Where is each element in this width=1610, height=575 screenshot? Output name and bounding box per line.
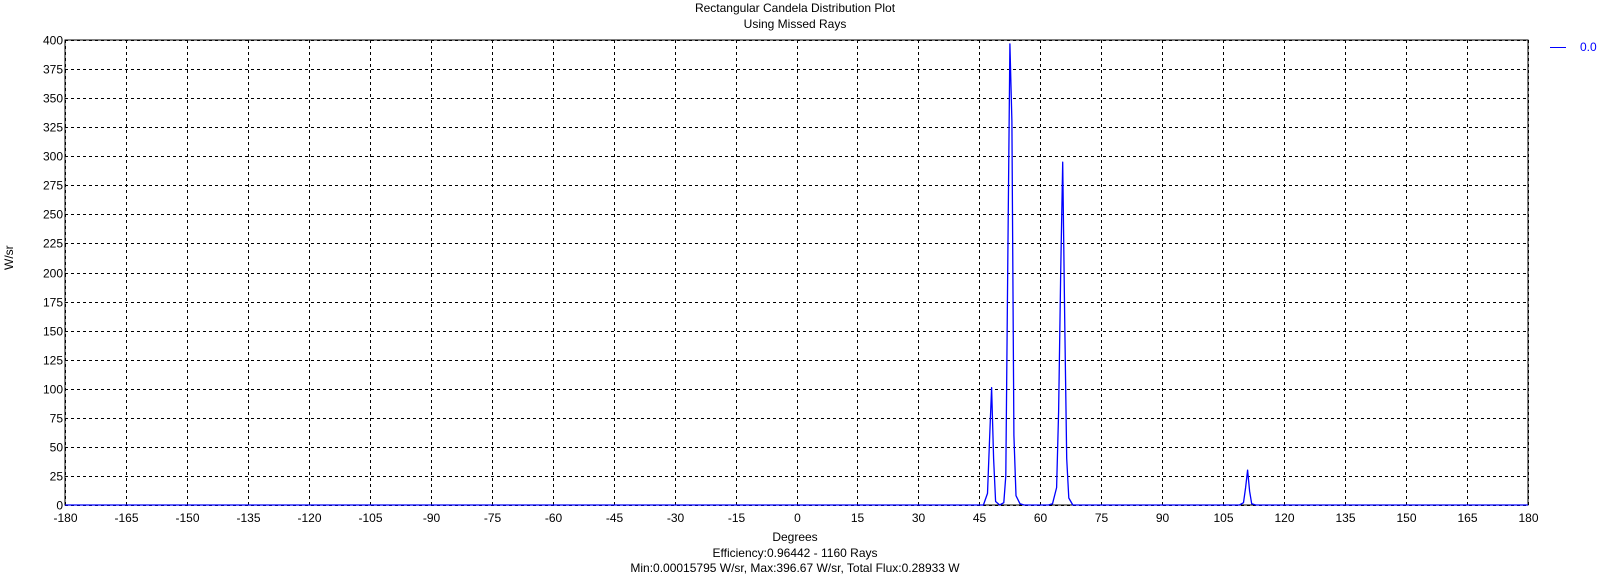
y-tick-label: 150 [43,325,63,339]
x-tick-label: -105 [358,511,382,525]
x-tick-label: 165 [1457,511,1477,525]
legend-label: 0.0 [1580,40,1597,54]
x-tick-label: 150 [1396,511,1416,525]
y-tick-label: 75 [50,412,64,426]
x-axis-label: Degrees [772,530,818,544]
x-tick-label: 105 [1213,511,1233,525]
x-tick-label: 15 [851,511,865,525]
x-tick-label: 75 [1095,511,1109,525]
grid [64,39,1529,506]
x-tick-label: 120 [1274,511,1294,525]
chart-subtitle: Using Missed Rays [743,17,847,31]
x-tick-label: -180 [53,511,77,525]
x-tick-label: -30 [667,511,685,525]
x-tick-label: 0 [794,511,801,525]
y-tick-label: 125 [43,354,63,368]
y-tick-label: 50 [50,441,64,455]
x-tick-label: 135 [1335,511,1355,525]
y-tick-label: 200 [43,267,63,281]
y-tick-label: 100 [43,383,63,397]
series-layer [65,43,1528,506]
legend: 0.0 [1550,40,1597,54]
chart-title: Rectangular Candela Distribution Plot [694,1,896,15]
series-line [65,43,1528,506]
y-tick-label: 250 [43,208,63,222]
x-tick-label: -165 [114,511,138,525]
x-tick-label: 180 [1518,511,1538,525]
y-tick-label: 0 [56,499,63,513]
x-tick-label: -150 [175,511,199,525]
y-tick-label: 350 [43,92,63,106]
tick-labels: -180 -165 -150 -135 -120 -105 -90 -75 -60 -45 -30-… [43,34,1539,526]
x-tick-label: -45 [606,511,624,525]
y-tick-label: 25 [50,470,64,484]
x-tick-label: 90 [1156,511,1170,525]
y-tick-label: 300 [43,150,63,164]
y-tick-label: 275 [43,179,63,193]
y-tick-label: 375 [43,63,63,77]
legend-swatch [1550,47,1566,49]
x-tick-label: -90 [423,511,441,525]
y-tick-label: 175 [43,296,63,310]
y-tick-label: 400 [43,34,63,48]
y-tick-label: 225 [43,237,63,251]
x-tick-label: 45 [973,511,987,525]
x-tick-label: -75 [484,511,502,525]
x-tick-label: 60 [1034,511,1048,525]
x-tick-label: -15 [728,511,746,525]
x-tick-label: 30 [912,511,926,525]
plot-frame [64,39,1529,506]
x-tick-label: -60 [545,511,563,525]
flux-stats-text: Min:0.00015795 W/sr, Max:396.67 W/sr, To… [630,561,960,575]
x-tick-label: -135 [236,511,260,525]
x-tick-label: -120 [297,511,321,525]
y-tick-label: 325 [43,121,63,135]
efficiency-text: Efficiency:0.96442 - 1160 Rays [712,546,878,560]
